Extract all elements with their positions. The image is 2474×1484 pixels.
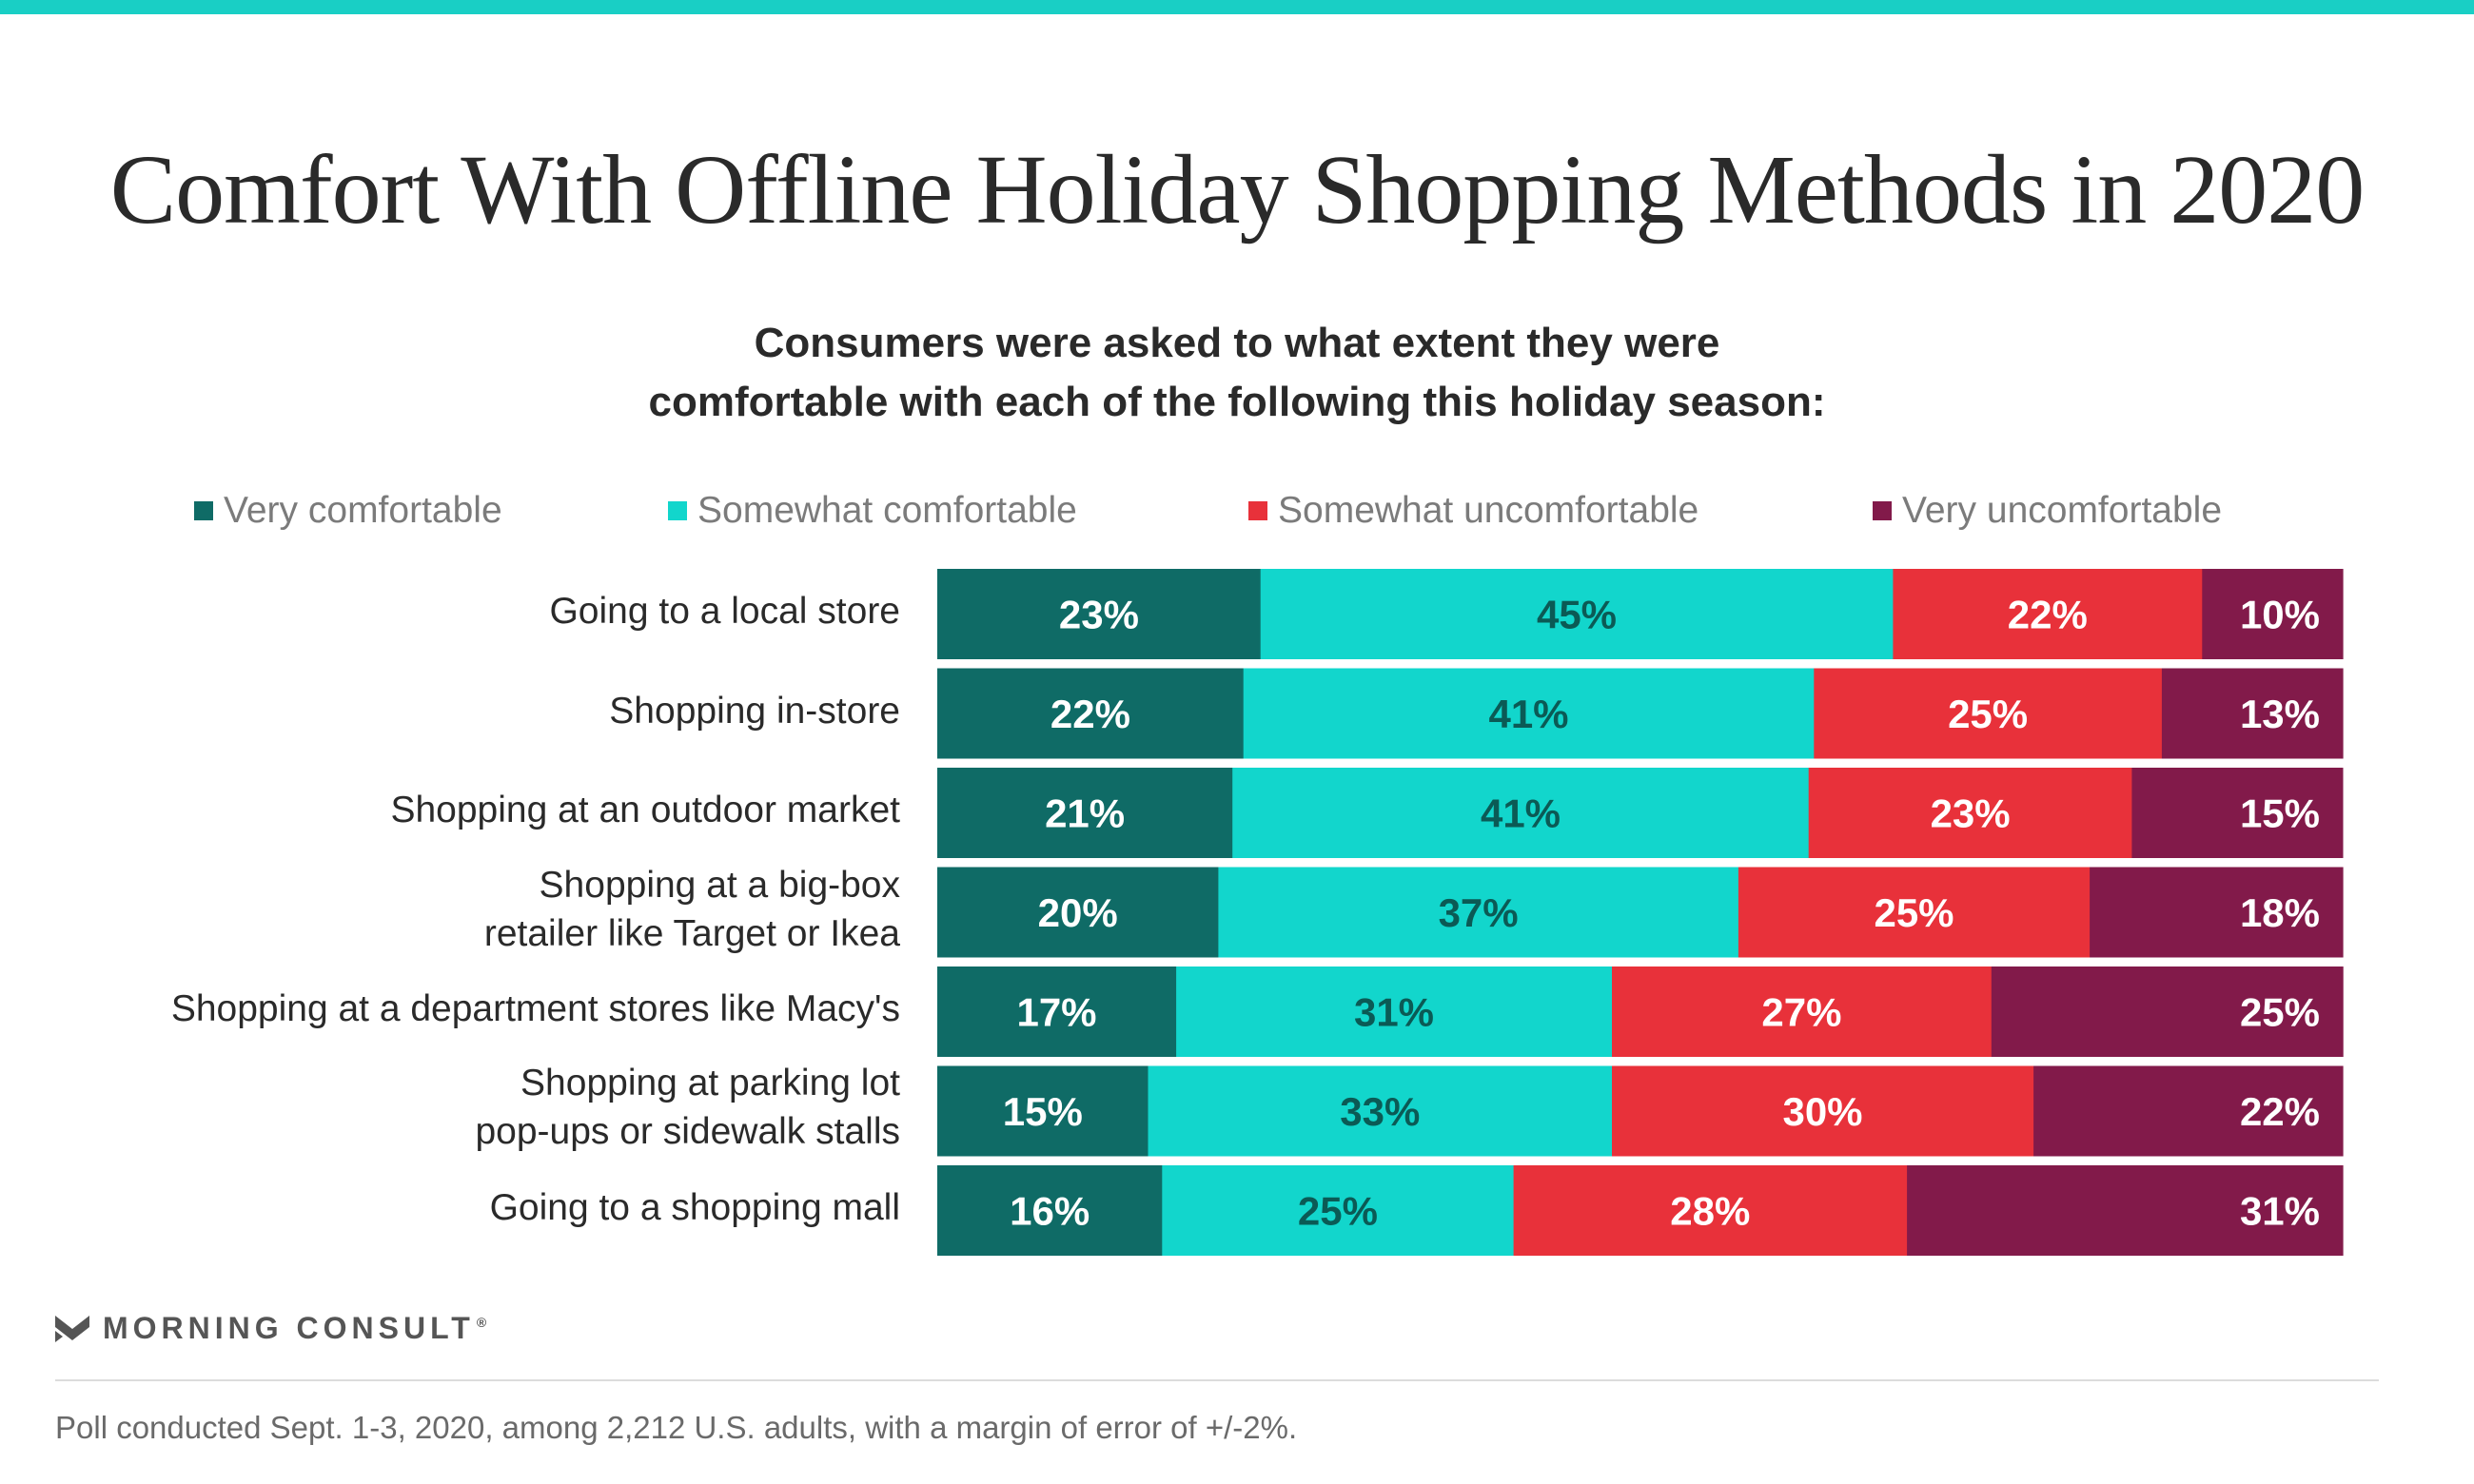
bar-value-label: 25% bbox=[1948, 692, 2028, 736]
legend-item-very-comfortable: Very comfortable bbox=[194, 487, 502, 535]
legend-item-very-uncomfortable: Very uncomfortable bbox=[1873, 487, 2222, 535]
chart-subtitle: Consumers were asked to what extent they… bbox=[381, 314, 2093, 432]
subtitle-line-1: Consumers were asked to what extent they… bbox=[754, 320, 1720, 366]
row-label: Shopping at a big-box retailer like Targ… bbox=[38, 861, 900, 958]
bar-segment bbox=[2202, 569, 2344, 659]
bar-value-label: 15% bbox=[1003, 1089, 1083, 1134]
legend-swatch-very-comfortable bbox=[194, 501, 213, 520]
row-label: Shopping in-store bbox=[38, 687, 900, 735]
bar-value-label: 13% bbox=[2240, 692, 2320, 736]
legend-swatch-somewhat-comfortable bbox=[668, 501, 687, 520]
bar-value-label: 15% bbox=[2240, 791, 2320, 836]
bar-segment bbox=[1243, 668, 1815, 759]
bar-value-label: 27% bbox=[1761, 990, 1841, 1035]
subtitle-line-2: comfortable with each of the following t… bbox=[648, 379, 1826, 425]
row-label-line: Going to a local store bbox=[549, 591, 900, 632]
bar-segment bbox=[937, 569, 1262, 659]
bar-segment bbox=[1808, 768, 2132, 858]
bar-segment bbox=[1232, 768, 1810, 858]
bar-value-label: 37% bbox=[1439, 890, 1519, 935]
row-label-line: retailer like Target or Ikea bbox=[483, 913, 900, 954]
bar-segment bbox=[2131, 768, 2344, 858]
footer-divider bbox=[55, 1379, 2379, 1381]
bar-segment bbox=[937, 668, 1245, 759]
bar-value-label: 16% bbox=[1010, 1189, 1090, 1234]
row-label: Shopping at a department stores like Mac… bbox=[38, 985, 900, 1033]
bar-value-label: 23% bbox=[1931, 791, 2011, 836]
row-label-line: Shopping in-store bbox=[609, 691, 900, 732]
bar-value-label: 23% bbox=[1059, 593, 1139, 637]
bar-value-label: 33% bbox=[1340, 1089, 1420, 1134]
legend-label-somewhat-comfortable: Somewhat comfortable bbox=[697, 490, 1077, 531]
legend-label-very-comfortable: Very comfortable bbox=[224, 490, 502, 531]
bar-segment bbox=[937, 867, 1219, 958]
bar-segment bbox=[1991, 967, 2344, 1057]
bar-value-label: 45% bbox=[1537, 593, 1617, 637]
morning-consult-logo: MORNING CONSULT ® bbox=[55, 1311, 491, 1346]
bar-value-label: 22% bbox=[2008, 593, 2088, 637]
bar-value-label: 25% bbox=[2240, 990, 2320, 1035]
row-label-line: Shopping at a department stores like Mac… bbox=[170, 988, 900, 1029]
row-label-line: pop-ups or sidewalk stalls bbox=[475, 1111, 900, 1152]
row-label-line: Shopping at an outdoor market bbox=[390, 790, 900, 830]
bar-segment bbox=[937, 1065, 1149, 1157]
legend-item-somewhat-uncomfortable: Somewhat uncomfortable bbox=[1248, 487, 1698, 535]
legend-label-somewhat-uncomfortable: Somewhat uncomfortable bbox=[1278, 490, 1699, 531]
bar-value-label: 25% bbox=[1874, 890, 1954, 935]
row-label-line: Going to a shopping mall bbox=[489, 1187, 900, 1228]
legend-swatch-very-uncomfortable bbox=[1873, 501, 1892, 520]
bar-segment bbox=[1148, 1065, 1613, 1157]
bar-segment bbox=[1814, 668, 2163, 759]
legend-swatch-somewhat-uncomfortable bbox=[1248, 501, 1267, 520]
bar-segment bbox=[2090, 867, 2344, 958]
row-label-line: Shopping at a big-box bbox=[539, 865, 900, 906]
bar-segment bbox=[937, 967, 1177, 1057]
bar-value-label: 10% bbox=[2240, 593, 2320, 637]
bar-value-label: 18% bbox=[2240, 890, 2320, 935]
bar-value-label: 20% bbox=[1038, 890, 1118, 935]
bar-segment bbox=[937, 1165, 1163, 1256]
row-label: Shopping at parking lot pop-ups or sidew… bbox=[38, 1059, 900, 1156]
logo-wordmark: MORNING CONSULT ® bbox=[103, 1311, 492, 1345]
bar-segment bbox=[1162, 1165, 1515, 1256]
bar-value-label: 31% bbox=[1354, 990, 1434, 1035]
row-label: Shopping at an outdoor market bbox=[38, 786, 900, 834]
bar-value-label: 28% bbox=[1670, 1189, 1750, 1234]
row-label: Going to a shopping mall bbox=[38, 1183, 900, 1232]
bar-value-label: 25% bbox=[1298, 1189, 1378, 1234]
bar-value-label: 17% bbox=[1016, 990, 1096, 1035]
row-label-line: Shopping at parking lot bbox=[520, 1063, 900, 1103]
bar-segment bbox=[1260, 569, 1894, 659]
bar-value-label: 21% bbox=[1045, 791, 1125, 836]
bar-value-label: 22% bbox=[2240, 1089, 2320, 1134]
legend-label-very-uncomfortable: Very uncomfortable bbox=[1902, 490, 2223, 531]
legend-item-somewhat-comfortable: Somewhat comfortable bbox=[668, 487, 1077, 535]
bar-value-label: 31% bbox=[2240, 1189, 2320, 1234]
bar-segment bbox=[1893, 569, 2203, 659]
bar-value-label: 22% bbox=[1050, 692, 1130, 736]
bar-segment bbox=[1176, 967, 1613, 1057]
top-accent-bar bbox=[0, 0, 2474, 14]
bar-value-label: 41% bbox=[1488, 692, 1568, 736]
bar-segment bbox=[1513, 1165, 1908, 1256]
row-label: Going to a local store bbox=[38, 587, 900, 635]
bar-value-label: 30% bbox=[1782, 1089, 1862, 1134]
footnote: Poll conducted Sept. 1-3, 2020, among 2,… bbox=[55, 1410, 1298, 1445]
bar-segment bbox=[1738, 867, 2091, 958]
bar-segment bbox=[1612, 967, 1993, 1057]
morning-consult-mark-icon bbox=[55, 1315, 89, 1342]
bar-segment bbox=[1612, 1065, 2034, 1157]
bar-segment bbox=[2161, 668, 2344, 759]
bar-segment bbox=[1218, 867, 1739, 958]
bar-segment bbox=[1907, 1165, 2344, 1256]
bar-segment bbox=[2033, 1065, 2344, 1157]
chart-title: Comfort With Offline Holiday Shopping Me… bbox=[109, 135, 2365, 244]
bar-segment bbox=[937, 768, 1233, 858]
bar-value-label: 41% bbox=[1481, 791, 1561, 836]
